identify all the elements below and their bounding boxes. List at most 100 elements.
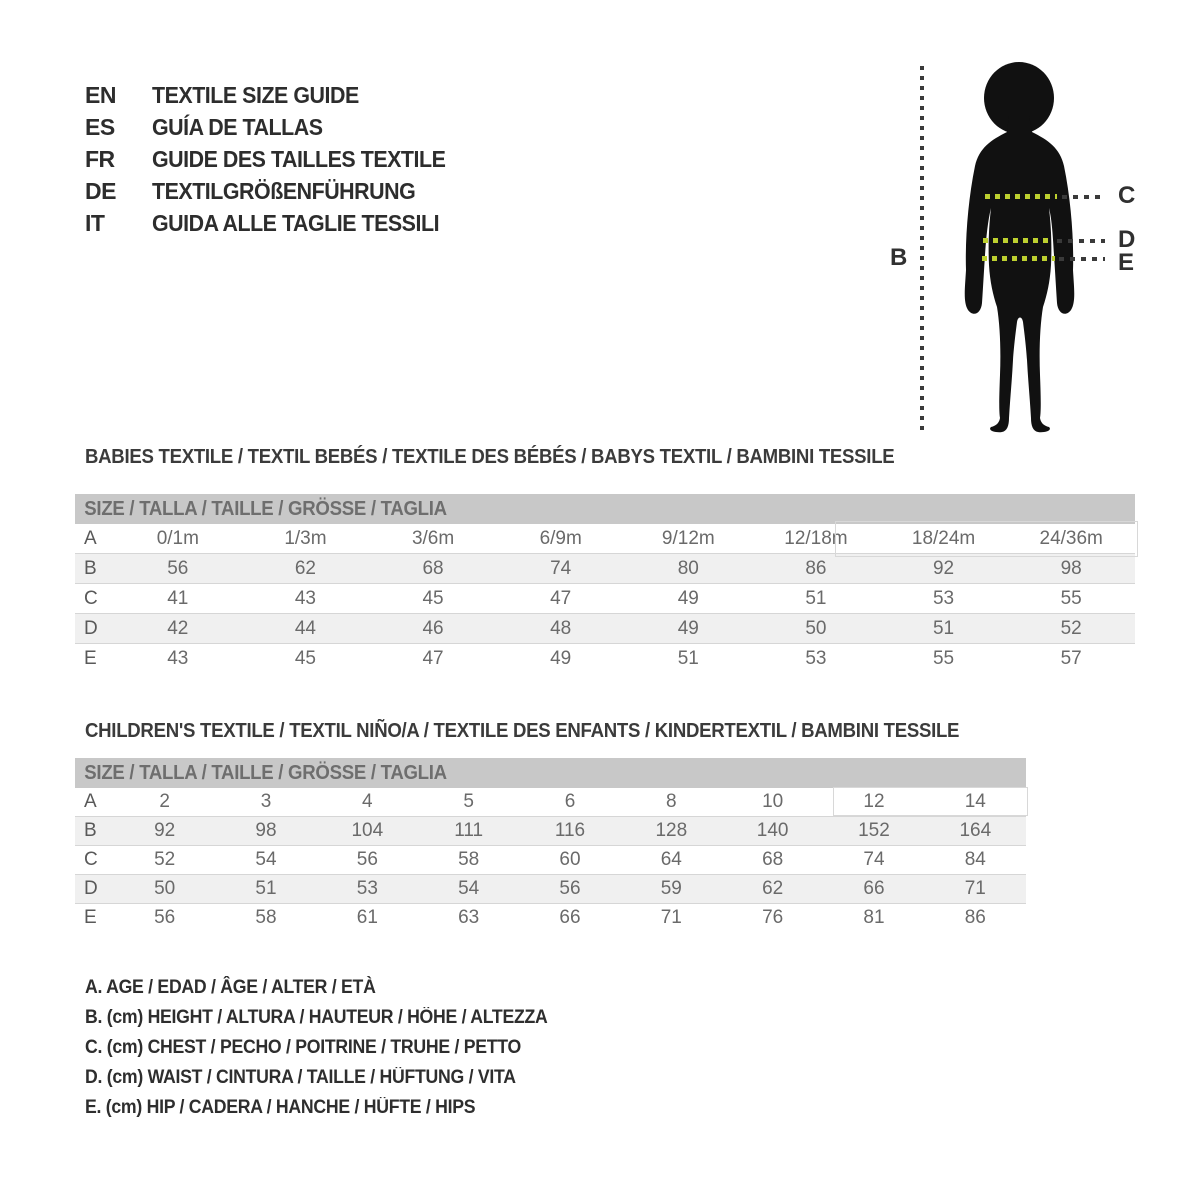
size-value: 3/6m: [411, 527, 455, 549]
lang-row-en: EN TEXTILE SIZE GUIDE: [85, 79, 468, 111]
size-value: 24/36m: [1039, 527, 1103, 549]
size-value: 51: [624, 643, 753, 673]
legend-age-text: A. AGE / EDAD / ÂGE / ALTER / ETÀ: [85, 977, 376, 998]
babies-selected-size-box: [835, 521, 1138, 557]
size-value: 51: [879, 613, 1008, 644]
size-value: 55: [1007, 583, 1135, 614]
size-value: 50: [114, 874, 216, 904]
size-value: 47: [369, 643, 497, 673]
size-table-row: C 41 43 45 47 49 51 53 55: [75, 583, 1135, 614]
lang-code: EN: [85, 81, 116, 108]
row-label: D: [75, 613, 114, 644]
size-value: 51: [752, 583, 880, 614]
lang-title: GUIDA ALLE TAGLIE TESSILI: [152, 209, 440, 236]
size-value: 45: [241, 643, 370, 673]
size-table-row: A 0/1m 1/3m 3/6m 6/9m 9/12m 12/18m 18/24m 24/36m: [75, 524, 1135, 554]
size-value: 104: [316, 816, 418, 846]
children-section-heading: CHILDREN'S TEXTILE / TEXTIL NIÑO/A / TEX…: [85, 720, 1025, 743]
hip-leader-line: [1059, 257, 1105, 261]
size-value: 84: [924, 845, 1026, 875]
size-value: 74: [823, 845, 925, 875]
size-value: 56: [114, 903, 216, 932]
size-value: 43: [241, 583, 370, 614]
size-value: 80: [624, 553, 753, 584]
chest-leader-line: [1062, 195, 1106, 199]
row-label: A: [84, 791, 97, 812]
size-value: 4: [362, 791, 373, 812]
size-table-row: D 42 44 46 48 49 50 51 52: [75, 613, 1135, 644]
babies-table-header-bar: SIZE / TALLA / TAILLE / GRÖSSE / TAGLIA: [75, 494, 1135, 524]
size-value: 47: [496, 583, 625, 614]
size-value: 92: [114, 816, 216, 846]
size-value: 51: [215, 874, 317, 904]
row-label: D: [75, 874, 114, 904]
hip-measure-line: [982, 256, 1055, 261]
size-value: 74: [496, 553, 625, 584]
size-value: 66: [519, 903, 621, 932]
legend-hip: E. (cm) HIP / CADERA / HANCHE / HÜFTE / …: [85, 1093, 582, 1123]
children-size-table: A 2 3 4 5 6 8 10 12 14 B 92 98 104 111 116 128 140 152 164 C…: [75, 788, 1026, 932]
legend-chest: C. (cm) CHEST / PECHO / POITRINE / TRUHE…: [85, 1033, 582, 1063]
size-value: 55: [879, 643, 1008, 673]
size-value: 86: [924, 903, 1026, 932]
legend-chest-text: C. (cm) CHEST / PECHO / POITRINE / TRUHE…: [85, 1037, 521, 1058]
size-value: 92: [879, 553, 1008, 584]
size-value: 164: [924, 816, 1026, 846]
size-value: 52: [1007, 613, 1135, 644]
lang-title: TEXTILE SIZE GUIDE: [152, 81, 359, 108]
size-value: 140: [721, 816, 824, 846]
figure-label-chest: C: [1118, 182, 1136, 209]
size-table-row: E 56 58 61 63 66 71 76 81 86: [75, 903, 1026, 932]
size-value: 42: [114, 613, 242, 644]
legend-height-text: B. (cm) HEIGHT / ALTURA / HAUTEUR / HÖHE…: [85, 1007, 548, 1028]
size-value: 71: [620, 903, 722, 932]
figure-label-height: B: [890, 244, 908, 271]
babies-table-header-text: SIZE / TALLA / TAILLE / GRÖSSE / TAGLIA: [84, 497, 447, 520]
size-table-row: B 92 98 104 111 116 128 140 152 164: [75, 816, 1026, 846]
size-value: 41: [114, 583, 242, 614]
height-measure-line: [920, 66, 924, 434]
size-value: 46: [369, 613, 497, 644]
size-value: 56: [519, 874, 621, 904]
row-label: E: [75, 903, 114, 932]
size-table-row: C 52 54 56 58 60 64 68 74 84: [75, 845, 1026, 875]
size-table-row: A 2 3 4 5 6 8 10 12 14: [75, 788, 1026, 817]
lang-title: GUÍA DE TALLAS: [152, 113, 323, 140]
size-value: 76: [721, 903, 824, 932]
size-value: 60: [519, 845, 621, 875]
size-value: 12/18m: [784, 527, 848, 549]
size-value: 81: [823, 903, 925, 932]
size-value: 5: [463, 791, 474, 812]
lang-title: GUIDE DES TAILLES TEXTILE: [152, 145, 446, 172]
lang-code: IT: [85, 209, 105, 236]
size-value: 49: [496, 643, 625, 673]
size-value: 48: [496, 613, 625, 644]
size-value: 64: [620, 845, 722, 875]
children-selected-size-box: [833, 787, 1028, 816]
row-label: C: [75, 583, 114, 614]
lang-title: TEXTILGRÖßENFÜHRUNG: [152, 177, 416, 204]
size-value: 62: [241, 553, 370, 584]
size-value: 45: [369, 583, 497, 614]
size-table-row: E 43 45 47 49 51 53 55 57: [75, 643, 1135, 673]
legend-waist-text: D. (cm) WAIST / CINTURA / TAILLE / HÜFTU…: [85, 1067, 516, 1088]
legend-hip-text: E. (cm) HIP / CADERA / HANCHE / HÜFTE / …: [85, 1097, 476, 1118]
size-value: 128: [620, 816, 722, 846]
size-value: 53: [316, 874, 418, 904]
size-value: 54: [417, 874, 520, 904]
figure-label-waist: D: [1118, 226, 1136, 253]
size-value: 66: [823, 874, 925, 904]
size-value: 56: [114, 553, 242, 584]
row-label: C: [75, 845, 114, 875]
size-table-row: B 56 62 68 74 80 86 92 98: [75, 553, 1135, 584]
size-value: 58: [417, 845, 520, 875]
size-value: 50: [752, 613, 880, 644]
size-value: 58: [215, 903, 317, 932]
size-value: 8: [666, 791, 677, 812]
lang-code: DE: [85, 177, 116, 204]
child-silhouette-icon: [964, 62, 1075, 433]
size-value: 98: [1007, 553, 1135, 584]
size-value: 59: [620, 874, 722, 904]
children-heading-text: CHILDREN'S TEXTILE / TEXTIL NIÑO/A / TEX…: [85, 720, 960, 742]
